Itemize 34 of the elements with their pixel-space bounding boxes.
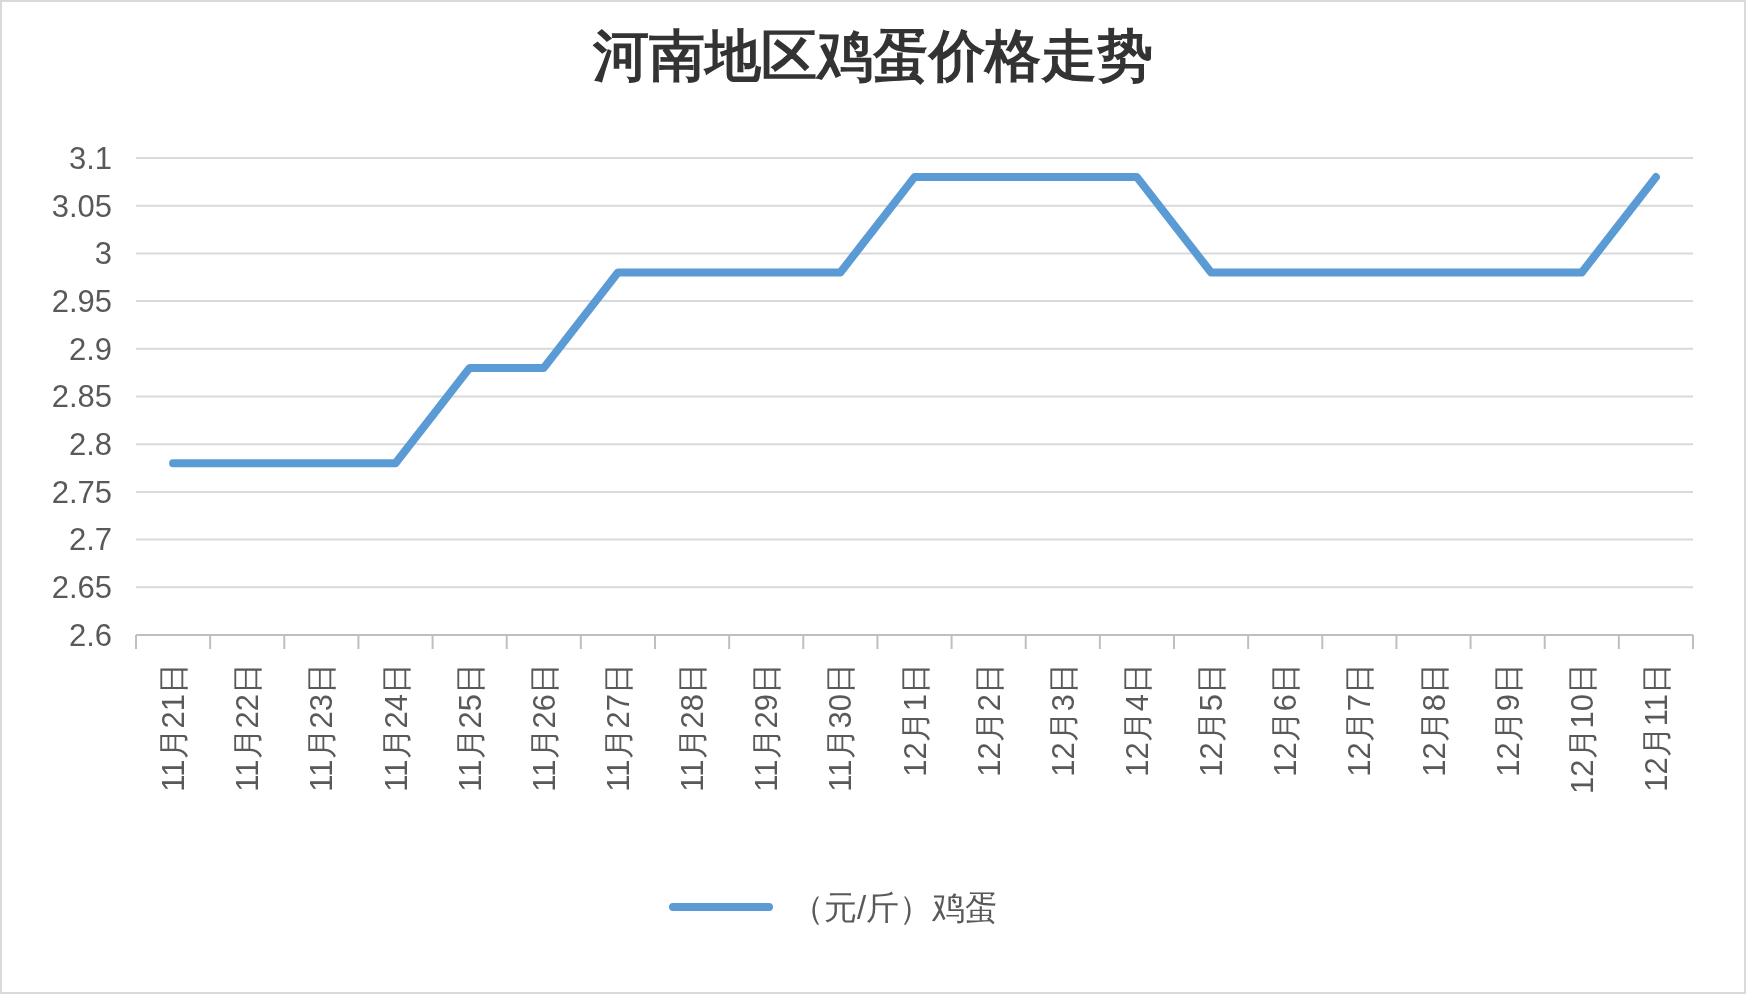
y-tick-label: 2.6 bbox=[68, 617, 112, 653]
x-tick-label: 11月28日 bbox=[675, 663, 711, 792]
y-tick-label: 2.95 bbox=[51, 283, 112, 319]
x-tick-label: 11月25日 bbox=[452, 663, 488, 792]
x-tick-label: 11月21日 bbox=[156, 663, 192, 792]
y-tick-label: 2.7 bbox=[68, 522, 112, 558]
x-tick-label: 12月11日 bbox=[1638, 663, 1674, 792]
legend-label: （元/斤）鸡蛋 bbox=[791, 888, 999, 926]
y-tick-label: 2.8 bbox=[68, 427, 112, 463]
x-tick-label: 11月24日 bbox=[378, 663, 414, 792]
x-tick-label: 11月30日 bbox=[823, 663, 859, 792]
x-tick-label: 12月4日 bbox=[1119, 663, 1155, 777]
y-tick-label: 2.85 bbox=[51, 379, 112, 415]
chart-title: 河南地区鸡蛋价格走势 bbox=[592, 22, 1153, 88]
x-tick-label: 11月26日 bbox=[526, 663, 562, 792]
y-tick-label: 3.05 bbox=[51, 188, 112, 224]
y-tick-label: 2.65 bbox=[51, 570, 112, 606]
x-tick-label: 12月6日 bbox=[1268, 663, 1304, 777]
y-tick-label: 2.9 bbox=[68, 331, 112, 367]
x-tick-label: 12月1日 bbox=[897, 663, 933, 777]
x-tick-label: 12月5日 bbox=[1194, 663, 1230, 777]
x-tick-label: 12月8日 bbox=[1416, 663, 1452, 777]
y-tick-label: 3 bbox=[94, 236, 112, 272]
x-tick-label: 12月10日 bbox=[1564, 663, 1600, 794]
x-tick-label: 12月2日 bbox=[971, 663, 1007, 777]
x-tick-label: 11月29日 bbox=[749, 663, 785, 792]
x-tick-label: 11月27日 bbox=[600, 663, 636, 792]
x-tick-label: 11月22日 bbox=[230, 663, 266, 792]
y-tick-label: 2.75 bbox=[51, 474, 112, 510]
x-tick-label: 12月9日 bbox=[1490, 663, 1526, 777]
x-tick-label: 12月3日 bbox=[1045, 663, 1081, 777]
x-tick-label: 12月7日 bbox=[1342, 663, 1378, 777]
y-tick-label: 3.1 bbox=[68, 140, 112, 176]
x-tick-label: 11月23日 bbox=[304, 663, 340, 792]
